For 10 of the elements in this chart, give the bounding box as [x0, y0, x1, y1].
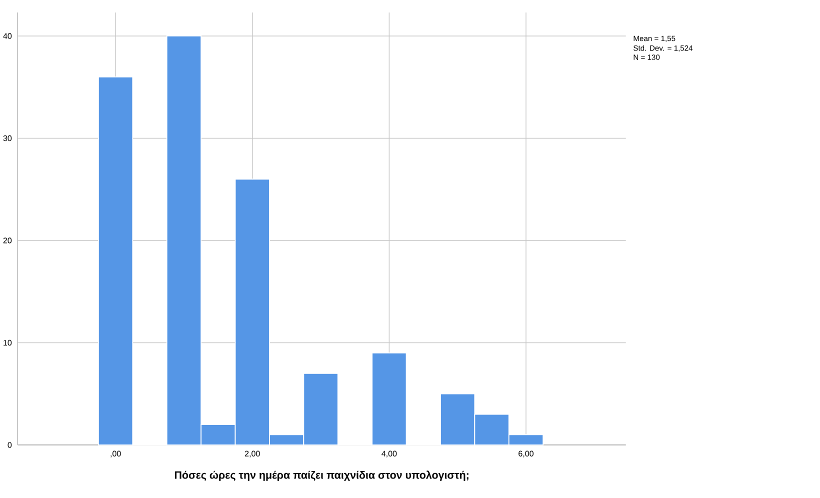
x-axis-title: Πόσες ώρες την ημέρα παίζει παιχνίδια στον υπολογιστή; — [174, 470, 468, 481]
y-tick-label: 20 — [3, 237, 12, 244]
x-tick-label: ,00 — [110, 450, 121, 458]
y-tick-label: 40 — [3, 32, 12, 39]
y-tick-label: 0 — [8, 442, 12, 448]
x-tick-label: 2,00 — [244, 450, 260, 458]
y-tick-label: 30 — [3, 135, 12, 141]
x-tick-label: 6,00 — [518, 450, 534, 458]
y-tick-label: 10 — [4, 340, 12, 346]
x-tick-label: 4,00 — [382, 450, 397, 458]
